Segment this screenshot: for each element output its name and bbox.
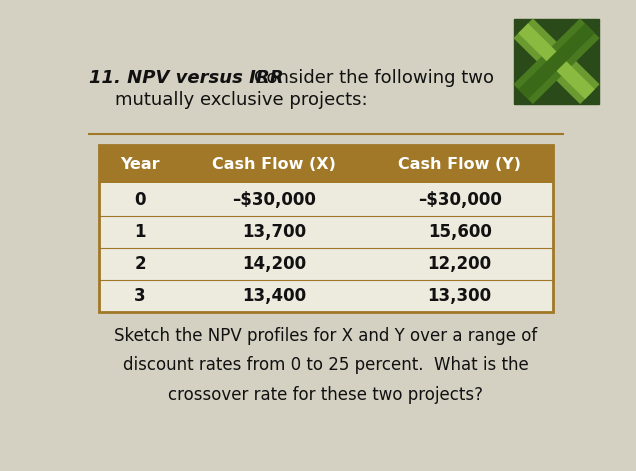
- Text: 1: 1: [134, 223, 146, 241]
- FancyBboxPatch shape: [99, 146, 553, 183]
- Text: –$30,000: –$30,000: [232, 191, 315, 209]
- Text: 11. NPV versus IRR: 11. NPV versus IRR: [89, 69, 284, 87]
- Text: 3: 3: [134, 287, 146, 305]
- Text: crossover rate for these two projects?: crossover rate for these two projects?: [169, 386, 483, 404]
- Text: 13,400: 13,400: [242, 287, 306, 305]
- Text: 12,200: 12,200: [427, 255, 492, 273]
- Text: Cash Flow (X): Cash Flow (X): [212, 157, 336, 172]
- Text: Consider the following two: Consider the following two: [254, 69, 494, 87]
- Text: 0: 0: [134, 191, 146, 209]
- Text: Sketch the NPV profiles for X and Y over a range of: Sketch the NPV profiles for X and Y over…: [114, 327, 537, 345]
- Text: 15,600: 15,600: [428, 223, 492, 241]
- Text: discount rates from 0 to 25 percent.  What is the: discount rates from 0 to 25 percent. Wha…: [123, 357, 529, 374]
- Text: Year: Year: [120, 157, 160, 172]
- Text: 2: 2: [134, 255, 146, 273]
- Text: 13,300: 13,300: [427, 287, 492, 305]
- Text: 14,200: 14,200: [242, 255, 306, 273]
- Text: 13,700: 13,700: [242, 223, 306, 241]
- FancyBboxPatch shape: [99, 146, 553, 312]
- Text: –$30,000: –$30,000: [418, 191, 502, 209]
- Text: mutually exclusive projects:: mutually exclusive projects:: [115, 91, 368, 109]
- Text: Cash Flow (Y): Cash Flow (Y): [398, 157, 522, 172]
